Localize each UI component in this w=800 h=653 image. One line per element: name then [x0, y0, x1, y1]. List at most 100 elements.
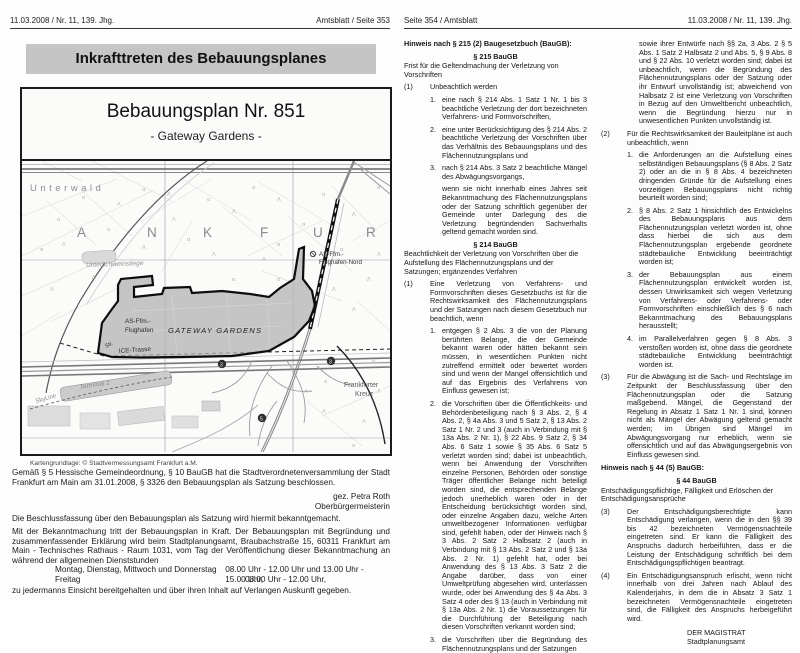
svg-text:Λ: Λ [362, 419, 366, 425]
label-str: Str. [104, 340, 115, 349]
svg-text:α: α [324, 379, 328, 385]
svg-text:α: α [302, 222, 306, 228]
legal-column-2: sowie ihrer Entwürfe nach §§ 2a, 3 Abs. … [601, 39, 792, 647]
svg-text:α: α [340, 247, 344, 253]
label-frankfurter: Frankfurter [344, 382, 379, 389]
abs-text: Eine Verletzung von Verfahrens- und Form… [430, 279, 587, 323]
svg-text:Λ: Λ [167, 192, 171, 198]
svg-text:α: α [40, 247, 44, 253]
svg-text:α: α [377, 185, 381, 191]
svg-text:Λ: Λ [62, 242, 66, 248]
svg-text:Λ: Λ [332, 287, 336, 293]
svg-text:Λ: Λ [50, 287, 54, 293]
south-road [171, 404, 259, 452]
list-item: 1. die Anforderungen an die Aufstellung … [627, 150, 792, 203]
abs-text: Für die Rechtswirksamkeit der Bauleitplä… [627, 128, 792, 147]
list-item: 2. die Vorschriften über die Öffentlichk… [430, 398, 587, 632]
label-ice-trasse: ICE-Trasse [119, 346, 152, 355]
skyline-track [29, 376, 173, 410]
svg-text:α: α [372, 359, 376, 365]
inspection-paragraph: Mit der Bekanntmachung tritt der Bebauun… [12, 527, 390, 565]
list-item: 2. eine unter Berücksichtigung des § 214… [430, 124, 587, 160]
list-item: 3. die Vorschriften über die Begründung … [430, 635, 587, 653]
paragraph-abs4: (4) Ein Entschädigungsanspruch erlischt,… [601, 570, 792, 624]
svg-text:Λ: Λ [262, 257, 266, 263]
label-unterwald: Unterwald [30, 183, 104, 194]
list-item: 3. nach § 214 Abs. 3 Satz 2 beachtliche … [430, 163, 587, 181]
hours-time: 08.00 Uhr - 12.00 Uhr, [245, 574, 327, 584]
label-as-ffm-1: AS-Ffm.- [125, 318, 151, 325]
svg-text:α: α [187, 237, 191, 243]
svg-text:α: α [82, 195, 86, 201]
svg-text:U: U [313, 225, 323, 240]
terminal-buildings [27, 249, 221, 430]
abs-text: Der Entschädigungsberechtigte kann Entsc… [627, 506, 792, 568]
abs-number: (3) [601, 372, 610, 382]
page1-header-date: 11.03.2008 / Nr. 11, 139. Jhg. [10, 16, 115, 25]
paragraph-abs3: (3) Für die Abwägung ist die Sach- und R… [601, 373, 792, 459]
svg-text:Λ: Λ [352, 212, 356, 218]
abs-text: Ein Entschädigungsanspruch erlischt, wen… [627, 570, 792, 623]
list-item: 1. entgegen § 2 Abs. 3 die von der Planu… [430, 326, 587, 396]
map-title-block: Bebauungsplan Nr. 851 - Gateway Gardens … [22, 89, 390, 161]
svg-text:α: α [277, 277, 281, 283]
label-as-nord-2: Flughafen-Nord [319, 259, 363, 266]
exit-symbol-slash [310, 251, 316, 257]
svg-text:A: A [77, 225, 86, 240]
abs-number: (2) [601, 128, 610, 138]
svg-text:Λ: Λ [92, 275, 96, 281]
hours-days: Montag, Dienstag, Mittwoch und Donnersta… [55, 565, 217, 574]
svg-text:K: K [203, 225, 212, 240]
list-item: 1. eine nach § 214 Abs. 1 Satz 1 Nr. 1 b… [430, 94, 587, 122]
announcement-paragraph: Die Beschlussfassung über den Bebauungsp… [12, 514, 341, 523]
tail-paragraph: wenn sie nicht innerhalb eines Jahres se… [442, 184, 587, 237]
list-item: 4. im Parallelverfahren gegen § 8 Abs. 3… [627, 334, 792, 369]
hours-days: Freitag [55, 574, 81, 584]
s44-title: § 44 BauGB [676, 475, 717, 485]
ice-track [59, 342, 390, 357]
closing-paragraph: zu jedermanns Einsicht bereitgehalten un… [12, 586, 352, 595]
svg-text:F: F [260, 225, 268, 240]
gazette-spread: 11.03.2008 / Nr. 11, 139. Jhg. Amtsblatt… [10, 16, 792, 653]
exit-symbol-icon [309, 250, 317, 258]
page1-header: 11.03.2008 / Nr. 11, 139. Jhg. Amtsblatt… [10, 16, 390, 29]
svg-text:Λ: Λ [142, 245, 146, 251]
svg-text:Λ: Λ [232, 209, 236, 215]
abs-number: (1) [404, 279, 413, 289]
map-figure: Bebauungsplan Nr. 851 - Gateway Gardens … [20, 87, 392, 456]
paragraph-abs1: (1) Unbeachtlich werden [404, 83, 587, 92]
site-map: Unterwald A N K F U R Unterschweinstiege… [22, 161, 390, 452]
s215-subtitle: Frist für die Geltendmachung der Verletz… [404, 61, 559, 79]
north-road [22, 161, 390, 195]
interchange-ramps [211, 360, 353, 447]
label-kreuz: Kreuz [355, 391, 374, 398]
parcel-lines [22, 161, 390, 447]
gateway-gardens-area [96, 245, 317, 359]
svg-text:Λ: Λ [117, 202, 121, 208]
legal-column-1: Hinweis nach § 215 (2) Baugesetzbuch (Ba… [404, 39, 587, 653]
svg-text:Λ: Λ [377, 389, 381, 395]
svg-text:Λ: Λ [212, 252, 216, 258]
road-badges: 3 3 5 [217, 356, 336, 423]
map-subtitle: - Gateway Gardens - [150, 129, 262, 143]
svg-text:Λ: Λ [352, 307, 356, 313]
svg-text:Λ: Λ [322, 409, 326, 415]
badge-a5: 5 [260, 417, 263, 423]
office-hours-row: Montag, Dienstag, Mittwoch und Donnersta… [55, 565, 385, 584]
abs-number: (1) [404, 82, 413, 92]
paragraph-abs1: (1) Eine Verletzung von Verfahrens- und … [404, 279, 587, 323]
label-gateway-gardens: GATEWAY GARDENS [168, 326, 262, 335]
label-unterschweinstiege: Unterschweinstiege [86, 260, 144, 269]
svg-text:Λ: Λ [172, 217, 176, 223]
svg-text:α: α [232, 277, 236, 283]
map-title: Bebauungsplan Nr. 851 [106, 101, 306, 122]
page1-header-pagenum: Amtsblatt / Seite 353 [316, 16, 390, 25]
label-as-ffm-2: Flughafen [125, 327, 154, 334]
badge-a3-east: 3 [329, 360, 332, 366]
svg-text:Λ: Λ [367, 277, 371, 283]
label-frankfurt-letters: A N K F U R [77, 225, 376, 240]
svg-text:α: α [142, 187, 146, 193]
svg-text:α: α [322, 192, 326, 198]
hinweis-215-heading: Hinweis nach § 215 (2) Baugesetzbuch (Ba… [404, 39, 572, 48]
paragraph-abs2: (2) Für die Rechtswirksamkeit der Baulei… [601, 128, 792, 147]
